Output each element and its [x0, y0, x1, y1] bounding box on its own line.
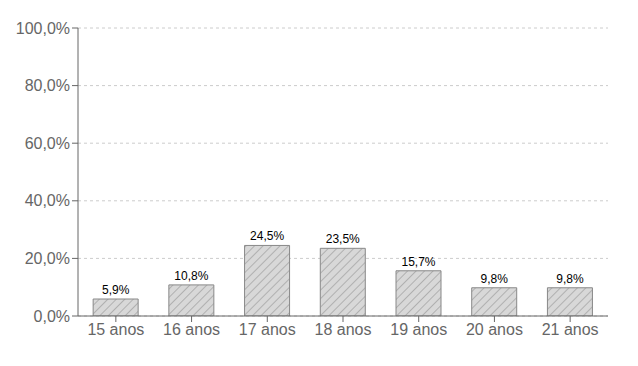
svg-text:60,0%: 60,0%: [25, 135, 70, 152]
svg-text:9,8%: 9,8%: [481, 272, 509, 286]
svg-text:18 anos: 18 anos: [315, 321, 372, 338]
svg-text:15,7%: 15,7%: [401, 255, 435, 269]
svg-text:9,8%: 9,8%: [556, 272, 584, 286]
svg-text:23,5%: 23,5%: [326, 232, 360, 246]
svg-text:19 anos: 19 anos: [390, 321, 447, 338]
svg-text:21 anos: 21 anos: [542, 321, 599, 338]
svg-text:40,0%: 40,0%: [25, 192, 70, 209]
svg-text:16 anos: 16 anos: [163, 321, 220, 338]
svg-text:80,0%: 80,0%: [25, 77, 70, 94]
svg-text:5,9%: 5,9%: [102, 283, 130, 297]
svg-text:20 anos: 20 anos: [466, 321, 523, 338]
svg-text:15 anos: 15 anos: [87, 321, 144, 338]
svg-text:10,8%: 10,8%: [174, 269, 208, 283]
svg-text:20,0%: 20,0%: [25, 250, 70, 267]
svg-text:100,0%: 100,0%: [16, 20, 70, 37]
svg-text:0,0%: 0,0%: [34, 308, 70, 325]
svg-text:24,5%: 24,5%: [250, 229, 284, 243]
svg-text:17 anos: 17 anos: [239, 321, 296, 338]
